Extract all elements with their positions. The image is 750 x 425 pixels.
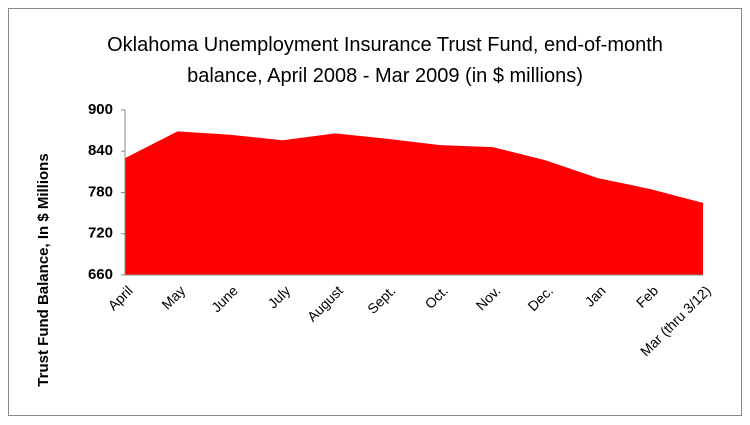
area [125, 131, 703, 275]
y-tick-label: 660 [88, 266, 113, 283]
y-tick-label: 720 [88, 225, 113, 242]
x-tick-label: Nov. [473, 282, 504, 313]
x-tick-label: April [105, 282, 136, 313]
x-tick-label: Dec. [524, 282, 556, 314]
x-tick-label: August [304, 282, 346, 324]
x-tick-label: June [208, 282, 241, 315]
y-tick-label: 900 [88, 101, 113, 118]
y-tick-label: 840 [88, 142, 113, 159]
x-tick-label: Jan [581, 282, 608, 309]
x-tick-label: Sept. [364, 282, 398, 316]
x-tick-label: Feb [633, 282, 662, 311]
y-tick-label: 780 [88, 183, 113, 200]
chart-border [8, 8, 742, 416]
x-tick-label: Oct. [422, 282, 451, 311]
x-tick-label: May [158, 282, 188, 312]
x-tick-label: July [264, 282, 293, 311]
chart-title: Oklahoma Unemployment Insurance Trust Fu… [107, 34, 663, 87]
y-axis-label: Trust Fund Balance, In $ Millions [35, 153, 52, 386]
